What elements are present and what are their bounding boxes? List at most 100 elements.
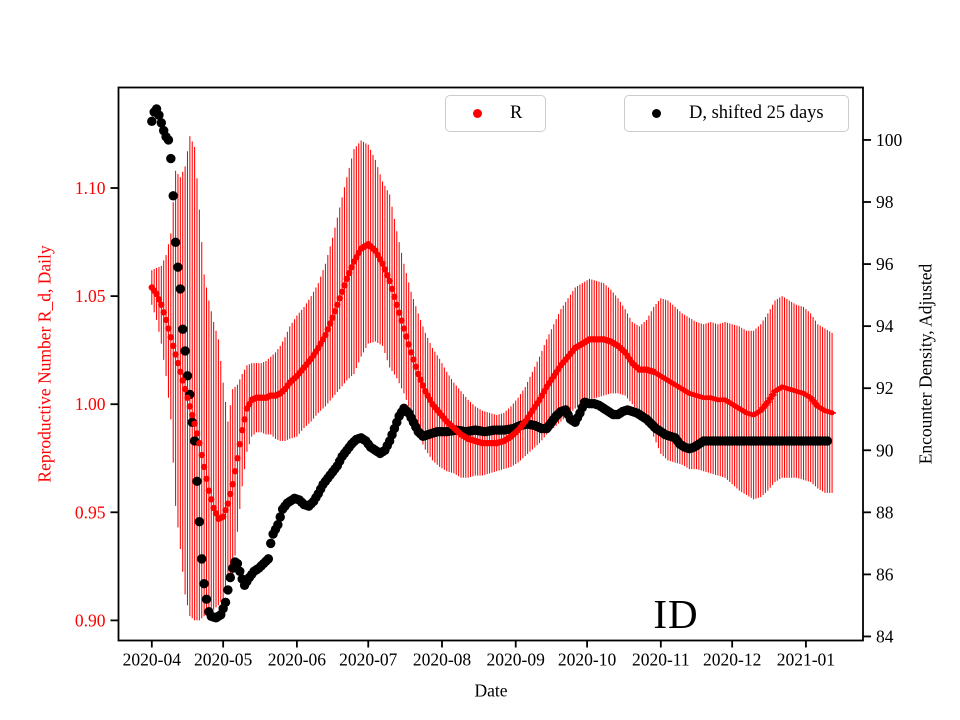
r-data-point-cap	[668, 382, 677, 385]
r-data-point	[338, 288, 346, 295]
x-tick-label: 2020-06	[268, 650, 327, 670]
r-data-point-cap	[818, 408, 827, 411]
r-data-point	[403, 333, 410, 340]
r-data-point-cap	[652, 372, 660, 375]
r-data-point	[326, 320, 334, 327]
d-data-point	[199, 579, 209, 589]
r-data-point-cap	[804, 395, 813, 398]
right-tick-label: 94	[876, 316, 894, 336]
x-axis-title: Date	[474, 680, 508, 701]
r-data-point-cap	[809, 399, 817, 402]
d-data-point	[266, 538, 276, 549]
r-data-point	[415, 370, 422, 378]
r-legend-marker-icon	[473, 109, 482, 118]
r-data-point	[205, 487, 213, 494]
r-data-point	[234, 455, 241, 462]
r-data-point	[343, 275, 351, 283]
r-data-point-cap	[725, 401, 734, 404]
d-data-point	[232, 558, 243, 569]
right-tick-label: 98	[876, 192, 894, 212]
r-data-point	[203, 475, 210, 482]
x-tick-label: 2020-08	[413, 650, 472, 670]
r-data-point-cap	[680, 389, 689, 392]
d-data-point	[154, 110, 164, 120]
d-data-point	[275, 512, 285, 522]
r-data-point-cap	[775, 387, 784, 390]
r-data-point-cap	[735, 407, 744, 410]
r-data-point-cap	[771, 390, 779, 393]
r-data-point	[348, 264, 355, 271]
right-tick-label: 90	[876, 440, 894, 460]
r-data-point-cap	[723, 400, 732, 403]
r-data-point-cap	[828, 412, 836, 414]
r-data-point-cap	[752, 412, 760, 415]
r-data-point	[336, 295, 343, 302]
r-data-point	[334, 301, 341, 308]
right-tick-label: 96	[876, 254, 894, 274]
r-data-point-cap	[802, 393, 810, 396]
r-data-point-cap	[654, 373, 663, 376]
d-data-point	[197, 554, 207, 564]
r-data-point	[400, 325, 408, 332]
r-data-point-cap	[678, 388, 687, 390]
r-data-point	[238, 426, 246, 434]
r-data-point-cap	[740, 410, 748, 413]
r-data-point-cap	[671, 383, 679, 386]
r-data-point-cap	[759, 406, 767, 409]
d-data-point	[194, 516, 205, 527]
r-data-point	[329, 314, 336, 321]
r-data-point-cap	[676, 386, 684, 389]
left-tick-label: 1.00	[75, 394, 106, 414]
r-data-point	[324, 326, 332, 333]
r-data-point-cap	[737, 409, 746, 411]
r-data-point-cap	[768, 393, 777, 396]
x-tick-label: 2020-10	[558, 650, 617, 670]
r-data-point	[184, 394, 191, 401]
r-data-point-cap	[683, 391, 691, 393]
r-data-point	[170, 342, 177, 350]
x-tick-label: 2020-04	[123, 650, 182, 670]
r-data-point	[227, 490, 234, 498]
r-data-point	[410, 356, 417, 363]
d-data-point	[263, 554, 274, 564]
r-data-point	[384, 272, 391, 279]
r-data-point	[155, 296, 163, 303]
r-data-point	[405, 341, 412, 348]
r-error-bars	[151, 136, 833, 621]
d-data-point	[822, 436, 833, 446]
x-tick-label: 2020-09	[487, 650, 546, 670]
r-data-point	[412, 363, 420, 370]
r-data-point	[393, 301, 400, 308]
r-data-point-cap	[761, 404, 770, 406]
r-data-point-cap	[773, 388, 782, 391]
d-data-point	[173, 262, 183, 272]
r-data-point	[224, 500, 232, 507]
r-series-dots	[148, 241, 836, 522]
d-data-point	[182, 371, 193, 381]
r-data-point-cap	[730, 404, 739, 407]
r-data-point	[181, 385, 189, 393]
d-data-point	[178, 324, 188, 334]
x-axis-ticks: 2020-04 2020-05 2020-06 2020-07 2020-08 2020-…	[123, 640, 835, 670]
axes	[117, 86, 864, 642]
r-data-point	[208, 496, 215, 503]
r-data-point	[322, 331, 329, 339]
r-data-point-cap	[673, 385, 682, 388]
d-data-point	[235, 566, 245, 576]
r-data-point	[200, 463, 208, 471]
d-legend-marker-icon	[652, 109, 661, 118]
d-data-point	[175, 284, 186, 294]
r-data-point-cap	[814, 405, 822, 408]
d-data-point	[273, 520, 283, 530]
r-data-point-cap	[721, 399, 729, 401]
r-data-point	[196, 439, 203, 447]
r-data-point	[417, 376, 424, 383]
r-data-point	[165, 325, 172, 332]
r-data-point	[172, 351, 179, 358]
r-data-point-cap	[659, 376, 667, 379]
d-data-point	[168, 191, 178, 201]
r-data-point-cap	[661, 378, 670, 380]
r-data-point	[167, 333, 175, 341]
x-tick-label: 2020-12	[703, 650, 761, 670]
